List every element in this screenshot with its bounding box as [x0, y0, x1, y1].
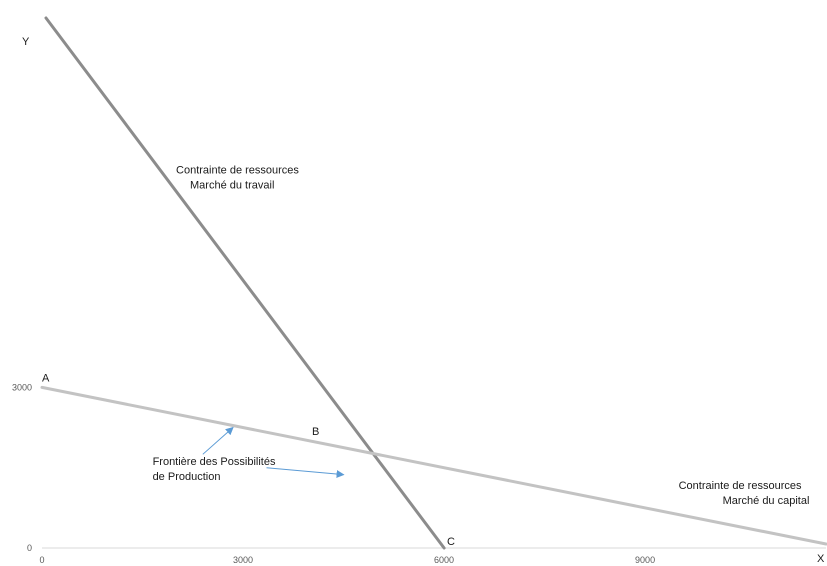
point-label-b: B: [312, 426, 319, 438]
x-tick-label: 3000: [233, 555, 253, 565]
annotation-ppf-line: de Production: [153, 471, 221, 483]
x-tick-label: 0: [39, 555, 44, 565]
annotation-capital-line: Marché du capital: [723, 495, 810, 507]
annotation-labour: Contrainte de ressources Marché du travai…: [176, 164, 299, 191]
series-line-labour-constraint: [44, 16, 446, 550]
y-axis-label: Y: [22, 36, 30, 48]
point-label-c: C: [447, 536, 455, 548]
annotation-labour-line: Contrainte de ressources: [176, 164, 299, 176]
y-tick-label: 0: [27, 543, 32, 553]
annotation-labour-line: Marché du travail: [190, 179, 274, 191]
annotation-arrow: [202, 426, 234, 455]
x-tick-label: 9000: [635, 555, 655, 565]
annotation-capital: Contrainte de ressources Marché du capita…: [679, 480, 810, 507]
annotation-ppf: Frontière des Possibilités de Production: [153, 456, 276, 483]
annotation-arrow: [266, 467, 345, 479]
x-tick-label: 6000: [434, 555, 454, 565]
y-tick-label: 3000: [12, 382, 32, 392]
annotation-capital-line: Contrainte de ressources: [679, 480, 802, 492]
annotation-ppf-line: Frontière des Possibilités: [153, 456, 276, 468]
series-line-capital-constraint: [40, 385, 827, 546]
x-axis-label: X: [817, 553, 825, 565]
point-label-a: A: [42, 372, 50, 384]
